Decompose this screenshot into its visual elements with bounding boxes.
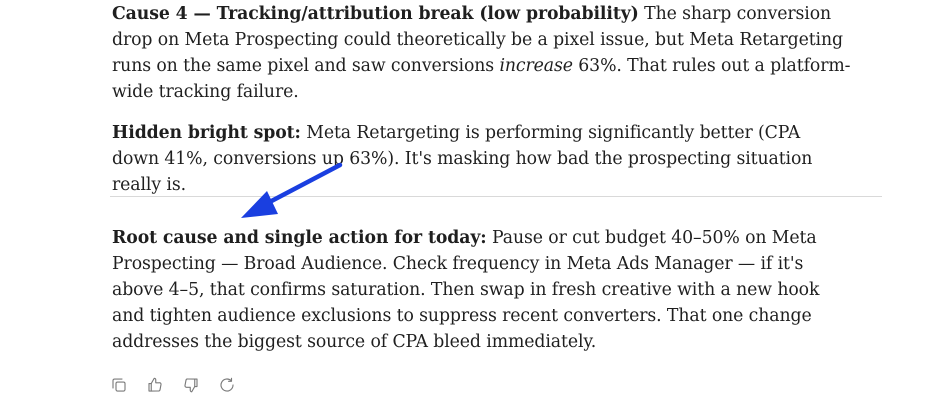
thumbs-up-icon bbox=[148, 377, 162, 392]
bright-spot-paragraph: Hidden bright spot: Meta Retargeting is … bbox=[112, 120, 852, 198]
cause-4-text-after: 63%. That rules out a platform-wide trac… bbox=[112, 56, 851, 102]
cause-4-paragraph: Cause 4 — Tracking/attribution break (lo… bbox=[112, 1, 852, 105]
bright-spot-label: Hidden bright spot: bbox=[112, 123, 301, 143]
cause-4-emphasis: increase bbox=[499, 56, 573, 76]
cause-4-text-before: The sharp conversion drop on Meta Prospe… bbox=[112, 4, 843, 76]
root-cause-label: Root cause and single action for today: bbox=[112, 228, 487, 248]
retry-icon bbox=[220, 377, 234, 392]
copy-icon bbox=[112, 378, 126, 392]
copy-button[interactable] bbox=[108, 374, 130, 396]
thumbs-down-icon bbox=[184, 378, 198, 393]
retry-button[interactable] bbox=[216, 374, 238, 396]
root-cause-text: Pause or cut budget 40–50% on Meta Prosp… bbox=[112, 228, 820, 352]
cause-4-label: Cause 4 — Tracking/attribution break (lo… bbox=[112, 4, 639, 24]
section-divider bbox=[110, 196, 882, 197]
root-cause-paragraph: Root cause and single action for today: … bbox=[112, 225, 852, 355]
message-actions bbox=[108, 374, 238, 396]
thumbs-up-button[interactable] bbox=[144, 374, 166, 396]
thumbs-down-button[interactable] bbox=[180, 374, 202, 396]
